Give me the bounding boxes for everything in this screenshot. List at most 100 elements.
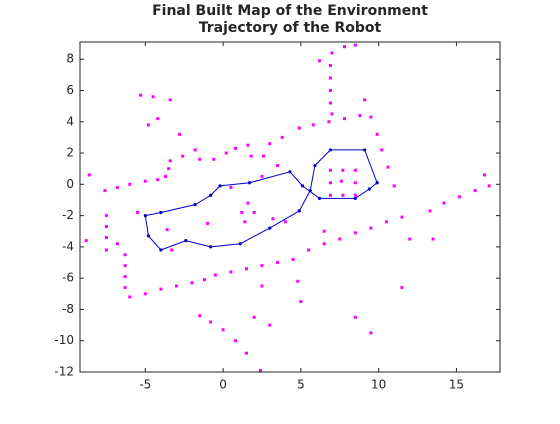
map-point	[299, 300, 303, 304]
map-point	[487, 184, 491, 188]
map-point	[260, 175, 264, 179]
x-tick-label: 15	[449, 378, 464, 392]
map-point	[115, 242, 119, 246]
map-point	[400, 215, 404, 219]
trajectory-point	[313, 163, 317, 168]
x-tick-label: -5	[139, 378, 151, 392]
trajectory-point	[363, 148, 367, 152]
trajectory-point	[193, 203, 197, 207]
map-point	[159, 287, 163, 291]
trajectory-point	[317, 196, 322, 200]
map-point	[190, 281, 194, 285]
x-tick-label: 0	[219, 378, 227, 392]
map-point	[482, 173, 486, 177]
map-point	[202, 278, 206, 282]
map-point	[276, 164, 280, 168]
trajectory-point	[367, 187, 371, 191]
map-point	[143, 179, 147, 183]
map-point	[139, 93, 143, 97]
map-point	[84, 239, 88, 243]
map-point	[151, 95, 155, 99]
map-point	[276, 261, 280, 265]
trajectory-point	[297, 209, 301, 213]
map-point	[369, 331, 373, 335]
trajectory-point	[268, 226, 272, 230]
map-point	[328, 101, 332, 105]
map-point	[104, 225, 108, 229]
map-point	[328, 88, 332, 92]
map-point	[128, 182, 132, 186]
x-tick-label: 10	[371, 378, 386, 392]
map-point	[167, 167, 171, 171]
map-point	[249, 154, 253, 158]
x-tick-label: 5	[297, 378, 305, 392]
map-point	[104, 248, 108, 252]
map-point	[408, 237, 412, 241]
y-tick-label: -10	[54, 333, 74, 347]
map-point	[156, 117, 160, 121]
map-point	[400, 286, 404, 290]
map-point	[224, 151, 228, 155]
map-point	[311, 123, 315, 127]
y-tick-label: -8	[62, 302, 74, 316]
map-point	[234, 146, 238, 150]
map-point	[330, 51, 334, 55]
map-point	[104, 214, 108, 218]
map-point	[252, 210, 256, 214]
map-point	[291, 257, 295, 261]
map-point	[146, 123, 150, 127]
map-point	[246, 201, 250, 205]
map-point	[339, 179, 343, 183]
trajectory-point	[146, 234, 151, 238]
map-point	[375, 132, 379, 136]
y-tick-label: -4	[62, 239, 74, 253]
trajectory-point	[375, 181, 379, 185]
map-point	[244, 267, 248, 271]
map-point	[243, 220, 247, 224]
chart-title: Final Built Map of the Environment	[152, 3, 428, 19]
chart-subtitle: Trajectory of the Robot	[199, 20, 382, 36]
map-point	[283, 220, 287, 224]
map-point	[244, 351, 248, 355]
map-point	[143, 292, 147, 296]
map-point	[229, 270, 233, 274]
map-point	[369, 226, 373, 230]
y-tick-label: 2	[66, 146, 74, 160]
y-tick-label: -12	[54, 365, 74, 379]
map-point	[322, 229, 326, 233]
y-tick-label: -2	[62, 208, 74, 222]
map-point	[221, 328, 225, 332]
map-point	[328, 63, 332, 67]
map-point	[115, 185, 119, 189]
map-point	[170, 248, 174, 252]
map-point	[213, 273, 217, 277]
map-point	[342, 45, 346, 49]
map-point	[353, 168, 357, 172]
trajectory-point	[353, 196, 357, 200]
map-point	[353, 43, 357, 47]
map-point	[296, 279, 300, 283]
map-point	[268, 323, 272, 327]
y-tick-label: 4	[66, 114, 74, 128]
map-point	[428, 209, 432, 213]
map-point	[358, 114, 362, 118]
map-point	[341, 193, 345, 197]
trajectory-point	[238, 242, 242, 246]
map-point	[342, 117, 346, 121]
map-point	[165, 228, 169, 232]
map-point	[260, 264, 264, 268]
trajectory-point	[143, 214, 147, 218]
map-point	[271, 217, 275, 221]
map-point	[258, 368, 262, 372]
map-point	[123, 275, 127, 279]
map-point	[341, 168, 345, 172]
map-point	[198, 314, 202, 318]
map-point	[209, 320, 213, 324]
map-point	[280, 135, 284, 139]
map-point	[473, 189, 477, 193]
map-point	[369, 115, 373, 119]
map-point	[123, 286, 127, 290]
map-point	[260, 284, 264, 288]
map-point	[178, 132, 182, 136]
